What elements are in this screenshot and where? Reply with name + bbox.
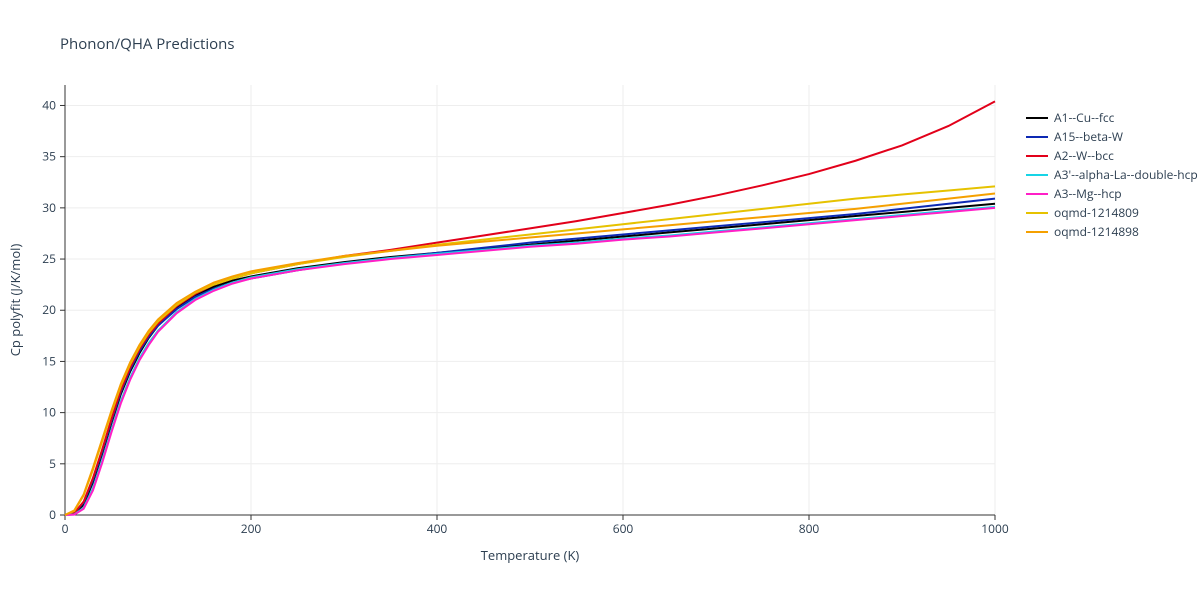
- legend-item[interactable]: A15--beta-W: [1026, 127, 1198, 146]
- x-tick-label: 400: [427, 520, 448, 537]
- y-tick-label: 40: [42, 96, 56, 113]
- legend-label: A3--Mg--hcp: [1054, 185, 1122, 202]
- legend-label: oqmd-1214898: [1054, 223, 1139, 240]
- series-line: [65, 186, 995, 515]
- y-tick-label: 15: [42, 352, 56, 369]
- x-tick-label: 200: [241, 520, 262, 537]
- legend-item[interactable]: A3--Mg--hcp: [1026, 184, 1198, 203]
- legend-swatch: [1026, 174, 1048, 176]
- y-tick-label: 30: [42, 199, 56, 216]
- legend-item[interactable]: oqmd-1214809: [1026, 203, 1198, 222]
- x-tick-label: 0: [62, 520, 69, 537]
- series-line: [65, 207, 995, 515]
- legend-label: A3'--alpha-La--double-hcp: [1054, 166, 1198, 183]
- legend-swatch: [1026, 117, 1048, 119]
- legend-item[interactable]: oqmd-1214898: [1026, 222, 1198, 241]
- y-tick-label: 0: [49, 506, 56, 523]
- y-tick-label: 10: [42, 404, 56, 421]
- legend-label: A2--W--bcc: [1054, 147, 1114, 164]
- y-tick-label: 25: [42, 250, 56, 267]
- y-tick-label: 5: [49, 455, 56, 472]
- legend-item[interactable]: A3'--alpha-La--double-hcp: [1026, 165, 1198, 184]
- legend-swatch: [1026, 193, 1048, 195]
- legend-swatch: [1026, 155, 1048, 157]
- legend: A1--Cu--fcc A15--beta-W A2--W--bcc A3'--alp…: [1026, 108, 1198, 241]
- y-tick-label: 20: [42, 301, 56, 318]
- legend-label: oqmd-1214809: [1054, 204, 1139, 221]
- chart-title: Phonon/QHA Predictions: [60, 34, 235, 54]
- legend-swatch: [1026, 136, 1048, 138]
- series-line: [65, 204, 995, 515]
- x-tick-label: 800: [799, 520, 820, 537]
- legend-label: A15--beta-W: [1054, 128, 1123, 145]
- y-tick-label: 35: [42, 148, 56, 165]
- x-axis-label: Temperature (K): [481, 546, 580, 564]
- y-axis-label: Cp polyfit (J/K/mol): [6, 244, 24, 357]
- x-tick-label: 1000: [981, 520, 1009, 537]
- legend-swatch: [1026, 212, 1048, 214]
- legend-item[interactable]: A2--W--bcc: [1026, 146, 1198, 165]
- legend-item[interactable]: A1--Cu--fcc: [1026, 108, 1198, 127]
- chart-svg: 0 200 400 600 800 1000 0 5 10 15 20 25 30 35 40 Tempera…: [0, 0, 1200, 600]
- chart-container: Phonon/QHA Predictions 02004006008001000…: [0, 0, 1200, 600]
- legend-swatch: [1026, 231, 1048, 233]
- series-line: [65, 101, 995, 515]
- x-tick-label: 600: [613, 520, 634, 537]
- legend-label: A1--Cu--fcc: [1054, 109, 1114, 126]
